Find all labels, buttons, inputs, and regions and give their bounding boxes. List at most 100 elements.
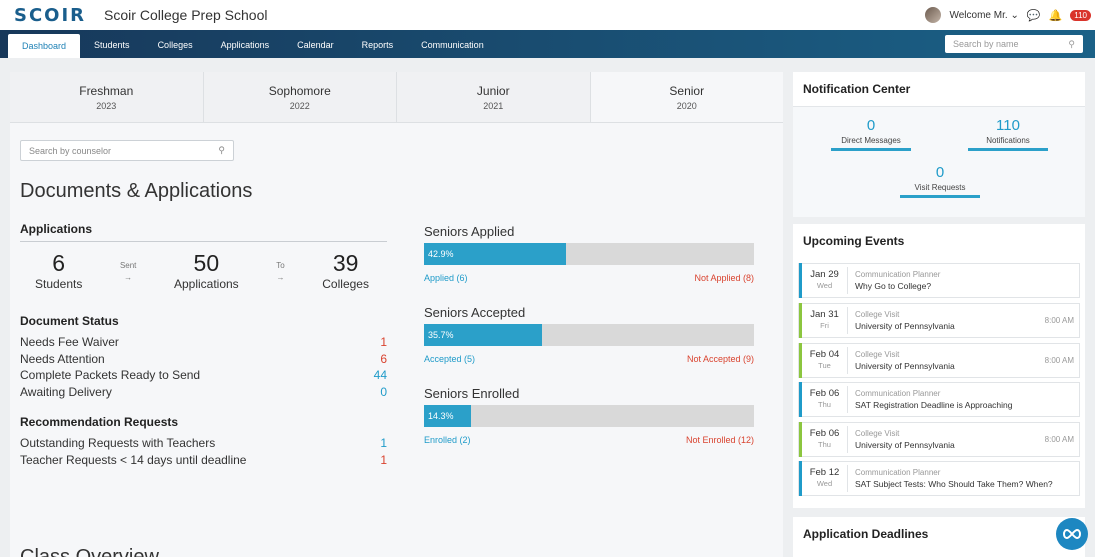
year-number: 2022 xyxy=(289,101,310,111)
senior-progress: Seniors Applied 42.9% Applied (6) Not App… xyxy=(424,224,754,467)
application-deadlines: Application Deadlines xyxy=(793,517,1085,557)
tab-dashboard[interactable]: Dashboard xyxy=(8,34,81,58)
applications-count: 50 xyxy=(193,250,220,276)
notification-badge[interactable]: 110 xyxy=(1070,9,1091,21)
colleges-stat[interactable]: 39 Colleges xyxy=(322,250,369,291)
tab-communication[interactable]: Communication xyxy=(421,40,484,50)
applied-progress: Seniors Applied 42.9% Applied (6) Not App… xyxy=(424,224,754,305)
event-type: College Visit xyxy=(855,310,900,319)
tab-reports[interactable]: Reports xyxy=(361,40,394,50)
tab-sophomore[interactable]: Sophomore 2022 xyxy=(204,72,397,122)
main-nav: Dashboard Students Colleges Applications… xyxy=(0,30,1095,58)
top-bar: SCOIR Scoir College Prep School Welcome … xyxy=(0,0,1095,30)
school-name: Scoir College Prep School xyxy=(104,7,268,23)
not-accepted-link[interactable]: Not Accepted (9) xyxy=(686,354,754,364)
enrolled-progress: Seniors Enrolled 14.3% Enrolled (2) Not E… xyxy=(424,386,754,467)
applications-stats: 6 Students Sent → 50 Applications To → 39 … xyxy=(20,250,387,300)
event-item[interactable]: Feb 06 Thu Communication Planner SAT Regis… xyxy=(798,382,1080,417)
name-search-input[interactable]: Search by name ⚲ xyxy=(945,35,1083,53)
students-count: 6 xyxy=(52,250,66,276)
row-label: Complete Packets Ready to Send xyxy=(20,368,201,382)
list-item[interactable]: Needs Fee Waiver 1 xyxy=(20,335,387,352)
list-item[interactable]: Complete Packets Ready to Send 44 xyxy=(20,368,387,385)
applied-link[interactable]: Applied (6) xyxy=(424,273,468,283)
enrolled-link[interactable]: Enrolled (2) xyxy=(424,435,471,445)
event-item[interactable]: Feb 12 Wed Communication Planner SAT Subje… xyxy=(798,461,1080,496)
event-day: Feb 06 xyxy=(809,388,840,399)
students-label: Students xyxy=(35,277,83,291)
row-value: 1 xyxy=(380,335,387,349)
event-item[interactable]: Jan 31 Fri College Visit University of Pen… xyxy=(798,303,1080,338)
progress-track[interactable]: 35.7% xyxy=(424,324,754,346)
accepted-link[interactable]: Accepted (5) xyxy=(424,354,476,364)
event-day: Feb 12 xyxy=(809,467,840,478)
event-type-bar xyxy=(799,263,802,298)
chat-launcher-button[interactable] xyxy=(1056,518,1088,550)
counselor-search-input[interactable]: Search by counselor ⚲ xyxy=(20,140,234,161)
event-type: College Visit xyxy=(855,350,900,359)
avatar[interactable] xyxy=(925,7,942,23)
direct-messages-label: Direct Messages xyxy=(831,136,911,151)
event-item[interactable]: Jan 29 Wed Communication Planner Why Go to… xyxy=(798,263,1080,298)
infinity-icon xyxy=(1063,528,1081,540)
event-title: University of Pennsylvania xyxy=(855,321,955,331)
arrow-right-icon: → xyxy=(124,273,133,282)
event-date: Jan 31 Fri xyxy=(802,307,848,334)
welcome-menu[interactable]: Welcome Mr. ⌄ xyxy=(949,10,1018,21)
event-type-bar xyxy=(799,303,802,338)
upcoming-events-title: Upcoming Events xyxy=(803,234,905,248)
tab-senior[interactable]: Senior 2020 xyxy=(590,72,783,122)
event-date: Feb 12 Wed xyxy=(802,465,848,492)
year-number: 2021 xyxy=(483,101,504,111)
sent-label: Sent xyxy=(119,261,137,270)
tab-freshman[interactable]: Freshman 2023 xyxy=(10,72,204,122)
row-label: Awaiting Delivery xyxy=(20,384,112,399)
tab-applications[interactable]: Applications xyxy=(220,40,270,50)
dashboard-main: Freshman 2023 Sophomore 2022 Junior 2021… xyxy=(10,72,783,557)
search-icon: ⚲ xyxy=(1068,38,1075,49)
event-date: Jan 29 Wed xyxy=(802,267,848,294)
event-weekday: Wed xyxy=(816,479,833,488)
progress-fill: 35.7% xyxy=(424,324,542,346)
visit-requests-counter[interactable]: 0 Visit Requests xyxy=(900,164,980,198)
applications-stat[interactable]: 50 Applications xyxy=(174,250,239,291)
list-item[interactable]: Awaiting Delivery 0 xyxy=(20,385,387,402)
event-weekday: Wed xyxy=(816,281,833,290)
tab-junior[interactable]: Junior 2021 xyxy=(397,72,591,122)
tab-calendar[interactable]: Calendar xyxy=(297,40,334,50)
event-type-bar xyxy=(799,382,802,417)
accepted-progress: Seniors Accepted 35.7% Accepted (5) Not A… xyxy=(424,305,754,386)
progress-track[interactable]: 42.9% xyxy=(424,243,754,265)
event-item[interactable]: Feb 04 Tue College Visit University of Pen… xyxy=(798,343,1080,378)
row-value: 6 xyxy=(380,351,387,366)
event-date: Feb 04 Tue xyxy=(802,347,848,374)
tab-students[interactable]: Students xyxy=(94,40,130,50)
list-item[interactable]: Outstanding Requests with Teachers 1 xyxy=(20,436,387,453)
scoir-logo[interactable]: SCOIR xyxy=(14,4,87,26)
list-item[interactable]: Needs Attention 6 xyxy=(20,352,387,369)
bell-icon[interactable]: 🔔 xyxy=(1048,9,1063,22)
chat-icon[interactable]: 💬 xyxy=(1026,9,1041,22)
progress-track[interactable]: 14.3% xyxy=(424,405,754,427)
year-tabs: Freshman 2023 Sophomore 2022 Junior 2021… xyxy=(10,72,783,123)
progress-title: Seniors Applied xyxy=(424,224,515,239)
event-day: Jan 31 xyxy=(810,309,839,320)
arrow-right-icon: → xyxy=(276,273,285,282)
students-stat[interactable]: 6 Students xyxy=(35,250,82,291)
list-item[interactable]: Teacher Requests < 14 days until deadlin… xyxy=(20,453,387,470)
event-type: Communication Planner xyxy=(855,389,941,398)
event-item[interactable]: Feb 06 Thu College Visit University of Pen… xyxy=(798,422,1080,457)
notifications-counter[interactable]: 110 Notifications xyxy=(968,117,1048,151)
year-name: Sophomore xyxy=(268,84,331,98)
direct-messages-counter[interactable]: 0 Direct Messages xyxy=(831,117,911,151)
colleges-count: 39 xyxy=(332,250,359,276)
tab-colleges[interactable]: Colleges xyxy=(157,40,193,50)
not-applied-link[interactable]: Not Applied (8) xyxy=(694,273,754,283)
page-title: Documents & Applications xyxy=(20,180,253,202)
row-label: Needs Attention xyxy=(20,351,105,366)
recommendations-list: Outstanding Requests with Teachers 1 Teac… xyxy=(20,436,387,469)
progress-title: Seniors Accepted xyxy=(424,305,526,320)
not-enrolled-link[interactable]: Not Enrolled (12) xyxy=(685,435,754,445)
event-title: SAT Registration Deadline is Approaching xyxy=(855,400,1013,410)
progress-fill: 14.3% xyxy=(424,405,472,427)
